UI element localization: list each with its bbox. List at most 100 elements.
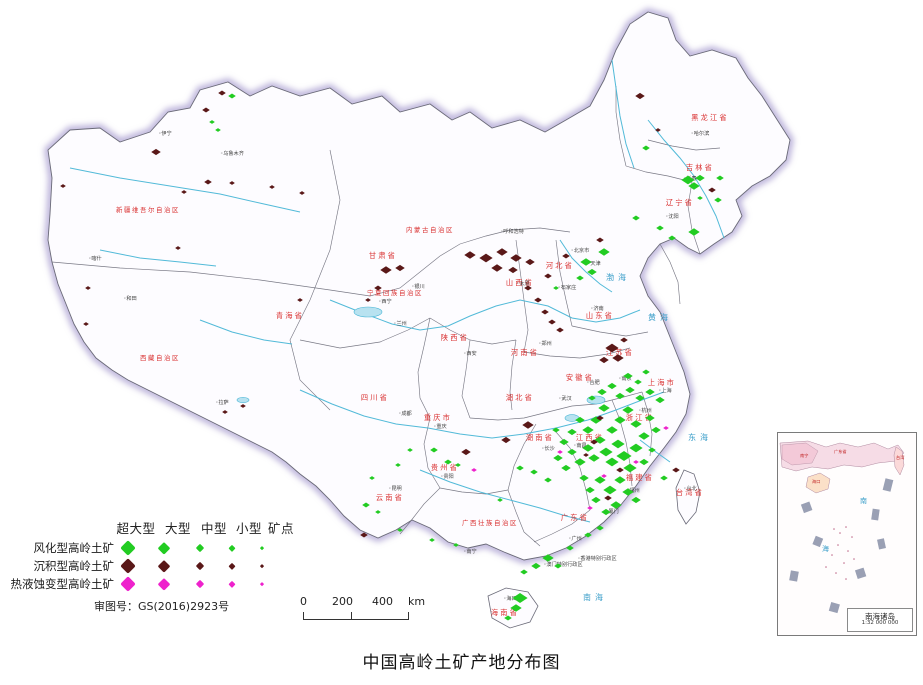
legend-symbol: [157, 559, 171, 572]
deposit-sedimentary: [501, 436, 511, 444]
deposit-weathering: [615, 392, 625, 400]
province-label: 河北省: [546, 261, 574, 270]
deposit-weathering: [616, 451, 632, 461]
legend-symbol: [120, 575, 136, 592]
deposit-sedimentary: [556, 327, 564, 333]
scale-tick-400: 400: [372, 595, 393, 608]
deposit-sedimentary: [299, 191, 305, 195]
deposit-weathering: [584, 532, 592, 538]
deposit-weathering: [591, 496, 601, 504]
deposit-sedimentary: [202, 107, 210, 113]
deposit-weathering: [681, 175, 695, 185]
deposit-sedimentary: [635, 92, 645, 100]
deposit-hydrothermal: [663, 426, 669, 430]
deposit-sedimentary: [496, 248, 508, 256]
legend-symbol: [120, 557, 136, 574]
city-label: ◦喀什: [88, 254, 101, 262]
deposit-sedimentary: [672, 467, 680, 473]
deposit-weathering: [520, 569, 528, 575]
deposit-weathering: [716, 175, 724, 181]
deposit-weathering: [576, 275, 584, 281]
deposit-weathering: [688, 228, 700, 236]
deposit-weathering: [567, 448, 577, 456]
deposit-sedimentary: [491, 264, 503, 272]
deposit-weathering: [634, 379, 642, 385]
deposit-sedimentary: [181, 190, 187, 194]
lakes: [236, 306, 606, 422]
deposit-sedimentary: [525, 258, 535, 266]
deposit-sedimentary: [240, 404, 246, 408]
deposit-weathering: [638, 432, 650, 440]
inset-taiwan: [893, 446, 905, 476]
deposit-sedimentary: [522, 421, 534, 429]
legend-symbol: [228, 562, 236, 569]
city-label: ◦南宁: [463, 547, 476, 555]
province-label: 安徽省: [566, 373, 594, 382]
city-label: ◦呼和浩特: [500, 227, 524, 235]
city-label: ◦上海: [658, 386, 671, 394]
deposit-sedimentary: [544, 273, 552, 279]
deposit-weathering: [579, 474, 589, 482]
province-label: 山西省: [506, 278, 534, 287]
deposit-weathering: [622, 488, 634, 496]
deposit-sedimentary: [590, 439, 598, 445]
province-label: 台湾省: [676, 488, 704, 497]
deposit-sedimentary: [510, 254, 522, 262]
deposit-weathering: [629, 443, 643, 453]
deposit-weathering: [455, 463, 461, 467]
deposit-sedimentary: [596, 415, 604, 421]
legend-size-4: 矿点: [267, 521, 294, 536]
city-label: ◦哈尔滨: [691, 129, 710, 137]
deposit-weathering: [510, 604, 522, 612]
province-label: 新疆维吾尔自治区: [116, 205, 180, 214]
deposit-weathering: [632, 215, 640, 221]
deposit-sedimentary: [464, 251, 476, 259]
deposit-weathering: [648, 447, 656, 453]
deposit-sedimentary: [85, 286, 91, 290]
deposit-weathering: [598, 404, 610, 412]
deposit-weathering: [429, 538, 435, 542]
deposit-weathering: [588, 454, 600, 462]
deposit-symbols: [60, 90, 724, 621]
legend-row-weathering: 风化型高岭土矿: [4, 539, 296, 556]
deposit-weathering: [611, 439, 625, 449]
province-label: 浙江省: [626, 413, 654, 422]
province-label: 四川省: [361, 393, 389, 402]
deposit-weathering: [444, 459, 452, 465]
inset-sea-hai: 海: [822, 544, 830, 553]
deposit-weathering: [606, 426, 618, 434]
province-label: 湖北省: [506, 393, 534, 402]
deposit-weathering: [554, 563, 562, 569]
deposit-sedimentary: [655, 128, 661, 132]
inset-label-haikou: 海口: [812, 478, 820, 485]
city-label: ◦伊宁: [158, 129, 171, 137]
deposit-sedimentary: [708, 187, 716, 193]
deposit-sedimentary: [151, 148, 161, 156]
inset-svg: 南 海 南宁 广东省 海口 台湾: [778, 433, 916, 635]
deposit-weathering: [544, 477, 552, 483]
deposit-weathering: [625, 386, 635, 394]
deposit-sedimentary: [83, 322, 89, 326]
deposit-sedimentary: [599, 356, 609, 364]
deposit-sedimentary: [218, 90, 226, 96]
deposit-hydrothermal: [587, 506, 593, 510]
legend-label-weathering: 风化型高岭土矿: [33, 541, 115, 555]
city-label: ◦沈阳: [665, 212, 678, 220]
city-label: ◦海口: [503, 594, 516, 602]
deposit-sedimentary: [461, 448, 471, 456]
deposit-weathering: [215, 128, 221, 132]
province-boundaries: [51, 86, 721, 547]
province-label: 广西壮族自治区: [462, 518, 518, 527]
deposit-weathering: [561, 464, 571, 472]
deposit-weathering: [582, 444, 594, 452]
deposit-weathering: [588, 395, 596, 401]
legend-symbol: [195, 579, 205, 588]
city-label: ◦成都: [398, 409, 411, 417]
city-label: ◦银川: [411, 282, 424, 290]
deposit-weathering: [497, 498, 503, 502]
deposit-sedimentary: [175, 246, 181, 250]
deposit-weathering: [598, 248, 610, 256]
city-label: ◦和田: [123, 294, 136, 302]
deposit-sedimentary: [508, 266, 518, 274]
